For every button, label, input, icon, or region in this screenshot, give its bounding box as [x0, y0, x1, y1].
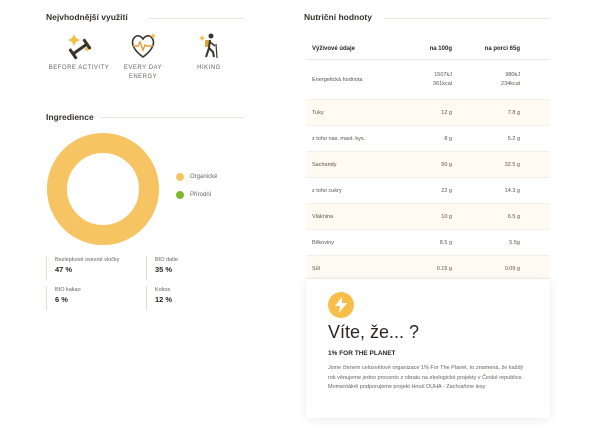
nutrition-row: Sacharidy 50 g 32.5 g [306, 152, 550, 178]
header-per-100g: na 100g [429, 45, 452, 52]
energy-kj: 1507kJ [434, 71, 452, 78]
value-per-portion: 0.09 g [504, 265, 520, 272]
energy-kj: 980kJ [505, 71, 520, 78]
card-body-text: Jsme členem celosvětové organizace 1% Fo… [328, 365, 524, 390]
nutrition-title: Nutriční hodnoty [304, 12, 372, 22]
header-nutrient: Výživové údaje [312, 45, 356, 52]
energy-kcal: 361kcal [433, 80, 452, 87]
ingredient-percent: 12 % [155, 295, 173, 304]
nutrient-name: z toho nas. mast. kys. [312, 135, 366, 142]
nutrition-row: Sůl 0.15 g 0.09 g [306, 256, 550, 282]
nutrition-row: Vláknina 10 g 6.5 g [306, 204, 550, 230]
usage-item-everyday-energy: EVERY DAY ENERGY [108, 32, 178, 82]
donut-segment-organic [47, 133, 159, 245]
hiker-icon [199, 33, 218, 59]
nutrition-row: Bílkoviny 8.5 g 5.5g [306, 230, 550, 256]
value-per-portion: 5.2 g [507, 135, 520, 142]
value-per-100g: 22 g [441, 187, 452, 194]
ingredient-name: BIO datle [155, 257, 178, 263]
energy-kcal: 234kcal [501, 80, 520, 87]
header-per-portion: na porci 65g [484, 45, 520, 52]
usage-title: Nejvhodnější využití [46, 12, 128, 22]
usage-label: HIKING [197, 65, 221, 71]
nutrient-name: Sůl [312, 265, 320, 272]
usage-item-before-activity: BEFORE ACTIVITY [44, 32, 114, 73]
lightning-bolt-glyph [335, 297, 347, 313]
usage-item-hiking: HIKING [174, 32, 244, 73]
nutrient-name: Sacharidy [312, 161, 337, 168]
nutrient-name: Energetická hodnota [312, 76, 363, 83]
nutrition-row: z toho nas. mast. kys. 8 g 5.2 g [306, 126, 550, 152]
usage-label-line2: ENERGY [128, 74, 158, 80]
nutrient-name: Tuky [312, 109, 324, 116]
ingredient-percent: 35 % [155, 265, 173, 274]
nutrition-row: Tuky 12 g 7.8 g [306, 100, 550, 126]
value-per-100g: 0.15 g [436, 265, 452, 272]
nutrition-row-energy: Energetická hodnota 1507kJ 361kcal 980kJ… [306, 60, 550, 100]
did-you-know-card: Víte, že... ? 1% FOR THE PLANET Jsme čle… [306, 278, 550, 418]
nutrition-table: Výživové údaje na 100g na porci 65g Ener… [306, 38, 550, 282]
donut-legend: Organické Přírodní [176, 168, 217, 204]
value-per-portion: 7.8 g [507, 109, 520, 116]
ingredients-divider [100, 117, 244, 118]
ingredient-stat: BIO datle 35 % [146, 256, 236, 280]
card-subtitle: 1% FOR THE PLANET [328, 350, 396, 357]
legend-label: Přírodní [190, 192, 212, 198]
ingredient-name: Kokos [155, 287, 171, 293]
legend-dot-natural [176, 191, 184, 199]
value-per-100g: 1507kJ 361kcal [410, 60, 452, 99]
usage-icons: BEFORE ACTIVITY EVERY DAY ENERGY HIKING [44, 32, 244, 92]
ingredient-name: BIO kakao [55, 287, 81, 293]
dumbbell-sparkle-icon [68, 34, 92, 60]
ingredients-title: Ingredience [46, 112, 94, 122]
card-title: Víte, že... ? [328, 322, 420, 342]
value-per-100g: 10 g [441, 213, 452, 220]
usage-label: EVERY DAY [123, 65, 163, 71]
nutrition-header-row: Výživové údaje na 100g na porci 65g [306, 38, 550, 60]
ingredient-percent: 6 % [55, 295, 68, 304]
value-per-100g: 50 g [441, 161, 452, 168]
legend-item: Organické [176, 168, 217, 186]
value-per-100g: 8 g [444, 135, 452, 142]
value-per-portion: 14.3 g [504, 187, 520, 194]
usage-label: BEFORE ACTIVITY [48, 65, 110, 71]
card-divider [306, 278, 550, 279]
value-per-portion: 5.5g [509, 239, 520, 246]
value-per-100g: 8.5 g [439, 239, 452, 246]
legend-label: Organické [190, 174, 218, 180]
ingredient-stat: Bezlepkové ovesné vločky 47 % [46, 256, 136, 280]
ingredient-name: Bezlepkové ovesné vločky [55, 257, 120, 263]
nutrition-divider [384, 18, 550, 19]
ingredient-stat: Kokos 12 % [146, 286, 236, 310]
ingredients-donut-chart [47, 133, 159, 245]
nutrient-name: Vláknina [312, 213, 334, 220]
value-per-portion: 980kJ 234kcal [468, 60, 520, 99]
nutrient-name: z toho cukry [312, 187, 342, 194]
ingredient-percent: 47 % [55, 265, 73, 274]
lightning-bolt-icon [328, 292, 354, 318]
value-per-100g: 12 g [441, 109, 452, 116]
legend-item: Přírodní [176, 186, 217, 204]
nutrition-row: z toho cukry 22 g 14.3 g [306, 178, 550, 204]
ingredient-stat: BIO kakao 6 % [46, 286, 136, 310]
value-per-portion: 6.5 g [507, 213, 520, 220]
value-per-portion: 32.5 g [504, 161, 520, 168]
legend-dot-organic [176, 173, 184, 181]
nutrient-name: Bílkoviny [312, 239, 335, 246]
usage-divider [148, 18, 244, 19]
heart-pulse-icon [131, 33, 156, 58]
